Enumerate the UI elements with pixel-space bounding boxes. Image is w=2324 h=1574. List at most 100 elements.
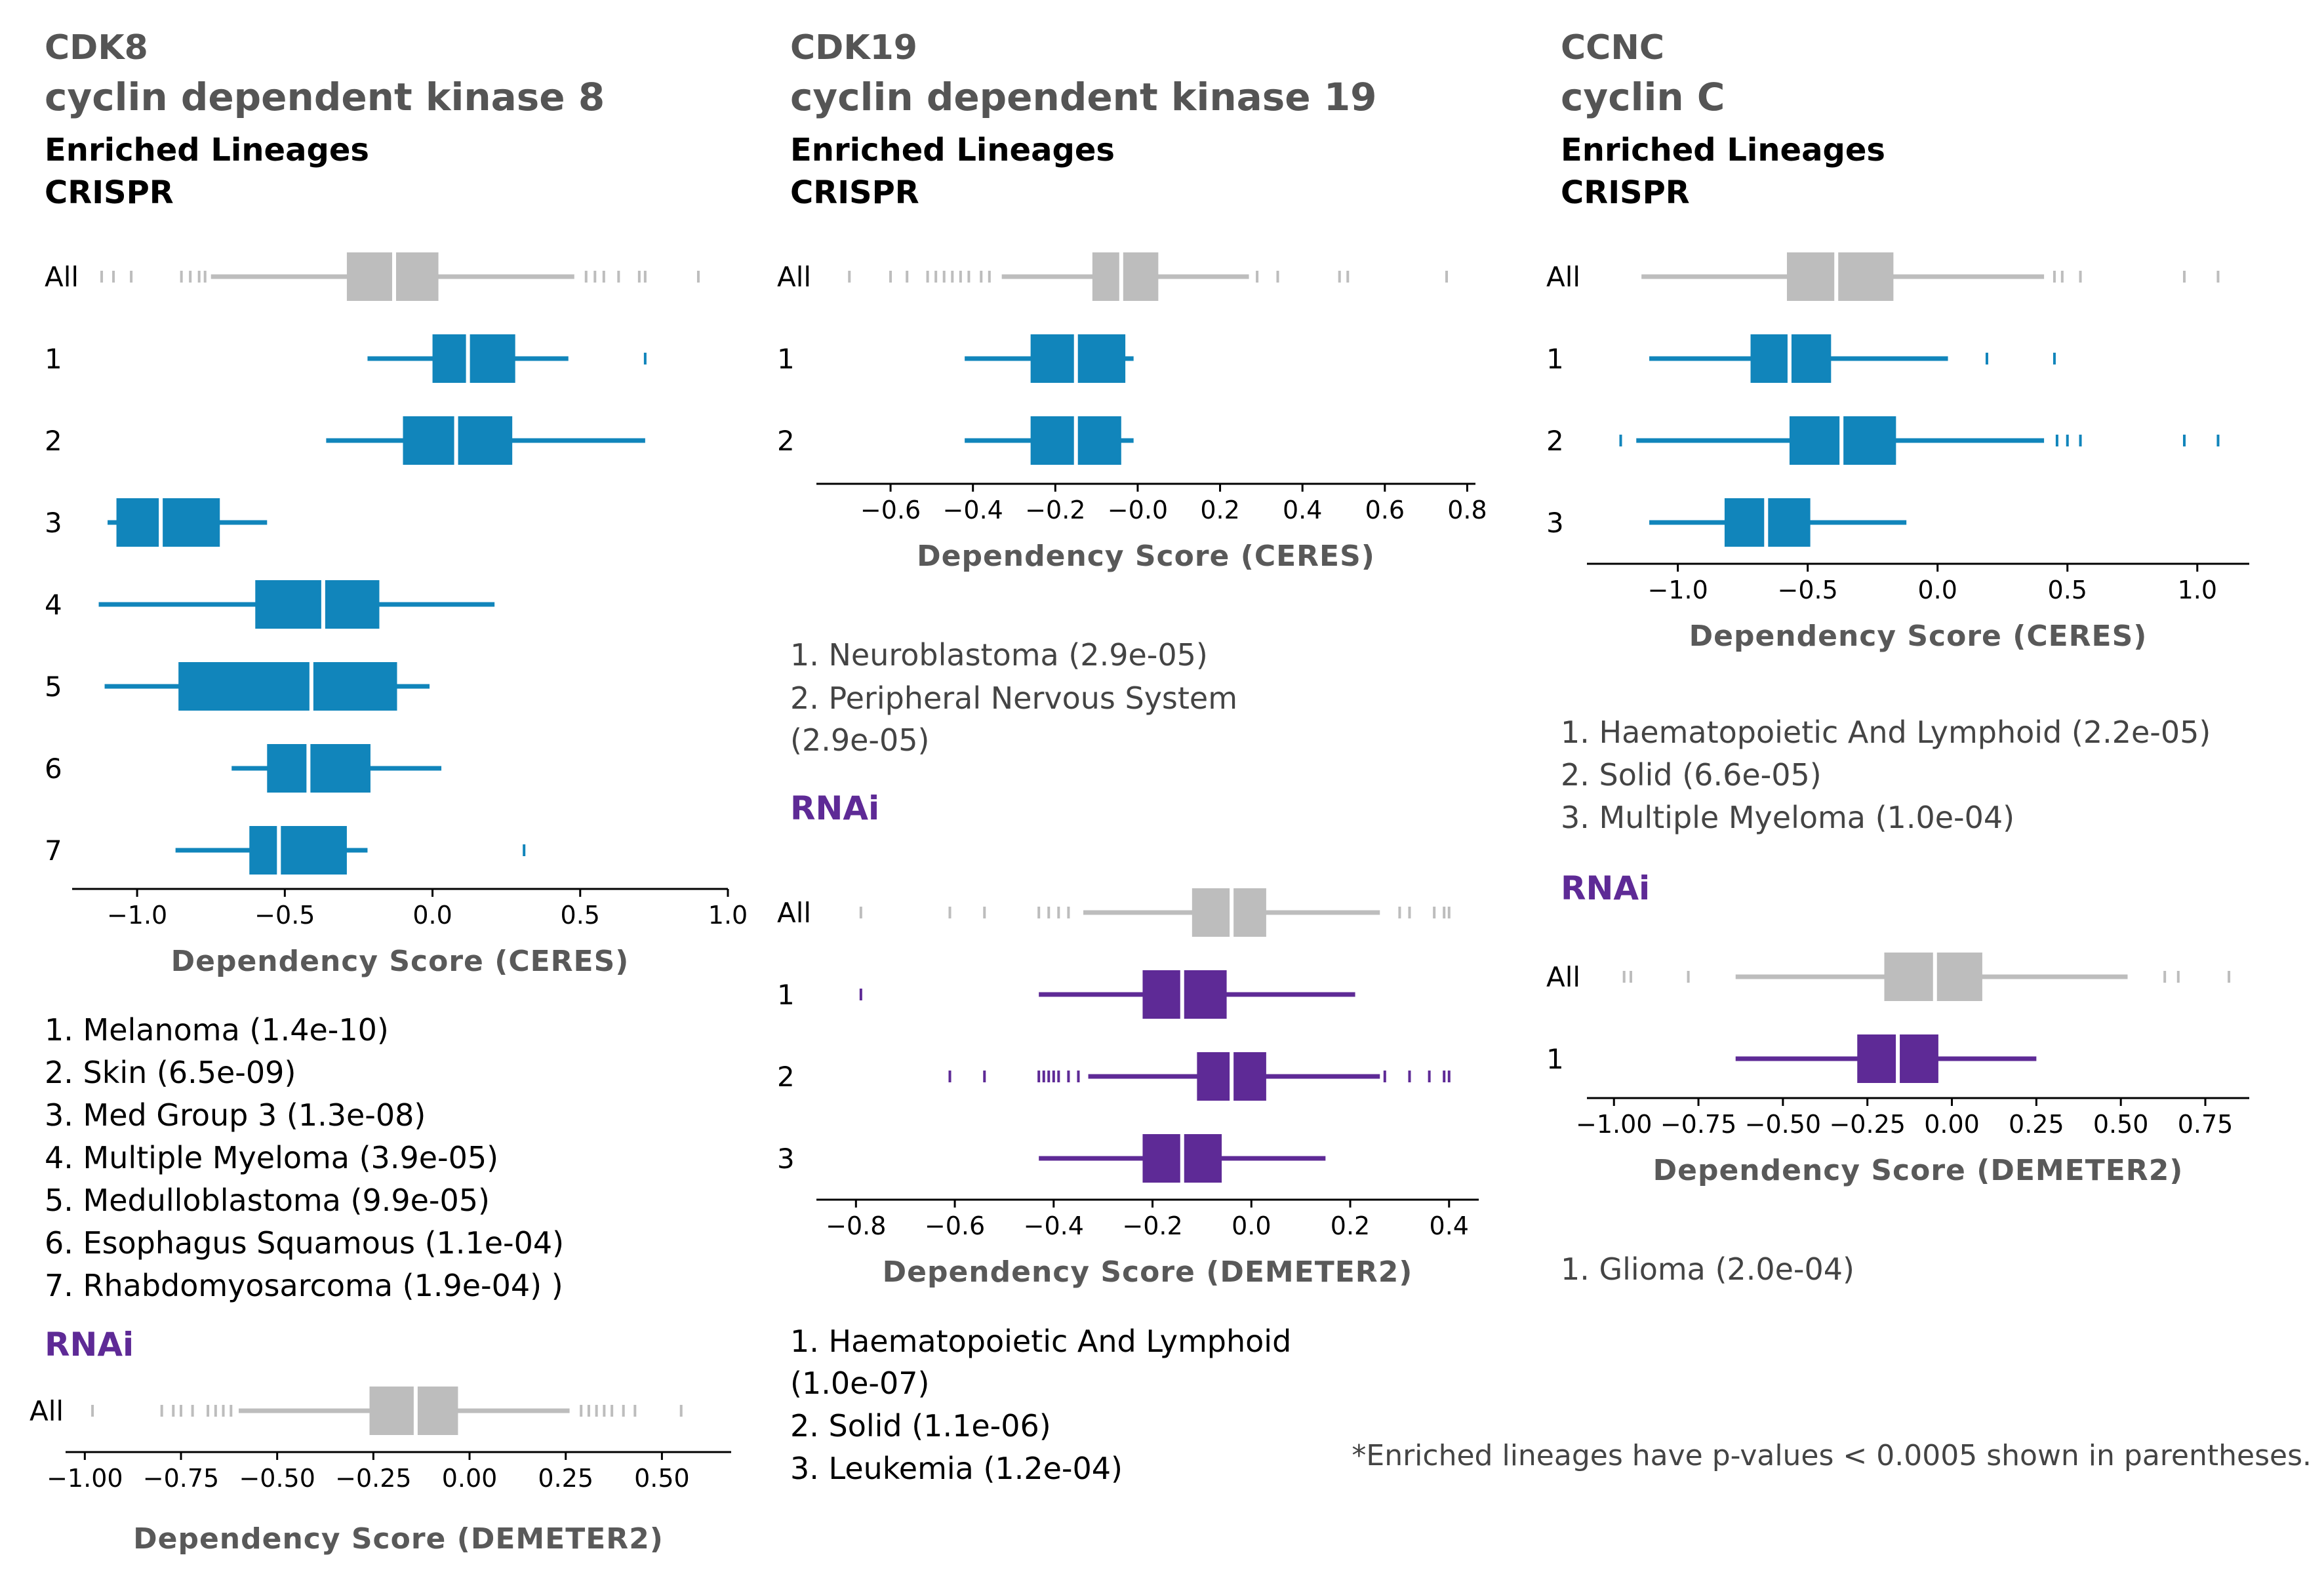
cdk8-column: CDK8 cyclin dependent kinase 8 Enriched …	[30, 28, 748, 1556]
x-tick-label: −0.4	[1024, 1211, 1084, 1240]
cdk19-column: CDK19 cyclin dependent kinase 19 Enriche…	[777, 28, 1487, 1486]
ccnc-rnai-heading: RNAi	[1561, 869, 1650, 907]
x-tick-label: 0.8	[1447, 496, 1487, 524]
ccnc-enriched-heading: Enriched Lineages	[1561, 132, 1885, 168]
x-tick-label: −0.50	[239, 1464, 315, 1493]
row-label: 4	[45, 589, 62, 621]
ccnc-name: cyclin C	[1561, 75, 1725, 119]
row-label: 1	[45, 343, 62, 375]
cdk19-enriched-heading: Enriched Lineages	[790, 132, 1115, 168]
lineage-item: 1. Haematopoietic And Lymphoid	[790, 1324, 1291, 1359]
box-row: 3	[45, 498, 268, 547]
x-tick-label: −0.2	[1122, 1211, 1182, 1240]
lineage-item: 1. Neuroblastoma (2.9e-05)	[790, 637, 1208, 673]
cdk19-rnai-heading: RNAi	[790, 789, 879, 827]
cdk19-rnai-lineage-list: 1. Haematopoietic And Lymphoid (1.0e-07)…	[790, 1324, 1291, 1486]
box-row: 1	[1546, 1034, 2037, 1083]
cdk8-crispr-lineage-list: 1. Melanoma (1.4e-10) 2. Skin (6.5e-09) …	[45, 1012, 564, 1303]
lineage-item: (2.9e-05)	[790, 722, 929, 758]
box-iqr	[249, 826, 347, 875]
box-row: 1	[777, 970, 1355, 1019]
box-row: 6	[45, 744, 442, 793]
x-tick-label: −0.5	[254, 901, 315, 930]
cdk8-rnai-boxplot: All −1.00 −0.75 −0.50 −0.25 0.00 0.25 0.50 Depen…	[30, 1387, 731, 1556]
x-tick-label: 0.5	[561, 901, 600, 930]
x-tick-label: 0.5	[2048, 576, 2087, 604]
x-tick-label: 1.0	[2178, 576, 2217, 604]
x-tick-label: −0.4	[943, 496, 1003, 524]
row-label: 1	[1546, 1043, 1564, 1075]
box-row: 7	[45, 826, 526, 875]
x-tick-label: 0.6	[1365, 496, 1405, 524]
lineage-item: 2. Solid (6.6e-05)	[1561, 757, 1822, 793]
lineage-item: 2. Skin (6.5e-09)	[45, 1055, 296, 1090]
x-tick-label: −0.2	[1025, 496, 1085, 524]
x-tick-label: 1.0	[708, 901, 748, 930]
row-label: 2	[777, 425, 795, 457]
row-label: 3	[1546, 507, 1564, 539]
cdk8-crispr-heading: CRISPR	[45, 174, 174, 211]
box-iqr	[116, 498, 220, 547]
row-label: 2	[777, 1061, 795, 1093]
row-label: All	[45, 261, 79, 293]
lineage-item: 3. Med Group 3 (1.3e-08)	[45, 1097, 426, 1133]
x-tick-label: −0.6	[925, 1211, 985, 1240]
box-row: All	[777, 252, 1449, 301]
box-row: 4	[45, 580, 495, 629]
x-tick-label: 0.0	[1232, 1211, 1271, 1240]
x-tick-label: 0.25	[2009, 1110, 2064, 1139]
x-tick-label: 0.0	[1917, 576, 1957, 604]
x-tick-label: −1.0	[107, 901, 167, 930]
cdk8-enriched-heading: Enriched Lineages	[45, 132, 369, 168]
x-axis-label: Dependency Score (DEMETER2)	[1653, 1154, 2184, 1187]
box-row: 2	[777, 416, 1134, 465]
lineage-item: 3. Multiple Myeloma (1.0e-04)	[1561, 800, 2014, 835]
cdk19-rnai-boxplot: All 1 2 3 −0.8 −0.6 −0.4 −0.2 0.0 0.2 0.4 Dependenc…	[777, 888, 1479, 1289]
box-row: 2	[45, 416, 645, 465]
x-tick-label: 0.4	[1283, 496, 1322, 524]
x-tick-label: −0.0	[1108, 496, 1168, 524]
lineage-item: 7. Rhabdomyosarcoma (1.9e-04) )	[45, 1268, 563, 1303]
x-tick-label: 0.50	[2093, 1110, 2149, 1139]
lineage-item: 4. Multiple Myeloma (3.9e-05)	[45, 1140, 498, 1175]
box-iqr	[267, 744, 371, 793]
box-row: 3	[777, 1134, 1326, 1183]
box-iqr	[1092, 252, 1159, 301]
x-axis-label: Dependency Score (CERES)	[1689, 620, 2148, 653]
box-row: 1	[1546, 334, 2056, 383]
x-axis-label: Dependency Score (DEMETER2)	[883, 1255, 1413, 1289]
box-row: 1	[777, 334, 1134, 383]
box-iqr	[1142, 970, 1227, 1019]
cdk8-crispr-boxplot: All 1 2 3 4 5 6 7 −1.0 −0.5 0.0 0.5 1.0 Dependency Sc…	[45, 252, 748, 978]
box-row: All	[1546, 252, 2220, 301]
box-row: 1	[45, 334, 647, 383]
x-axis-label: Dependency Score (CERES)	[171, 945, 630, 978]
box-row: 2	[777, 1052, 1451, 1101]
row-label: 3	[777, 1143, 795, 1175]
ccnc-column: CCNC cyclin C Enriched Lineages CRISPR A…	[1352, 28, 2312, 1472]
box-row: 3	[1546, 498, 1907, 547]
cdk19-name: cyclin dependent kinase 19	[790, 75, 1377, 119]
row-label: All	[1546, 961, 1580, 993]
box-iqr	[1192, 888, 1266, 937]
box-row: All	[1546, 953, 2231, 1001]
x-tick-label: 0.0	[412, 901, 452, 930]
box-iqr	[178, 662, 397, 711]
lineage-item: 1. Melanoma (1.4e-10)	[45, 1012, 389, 1048]
x-tick-label: 0.50	[634, 1464, 690, 1493]
box-row: All	[30, 1387, 683, 1435]
cdk8-symbol: CDK8	[45, 28, 148, 68]
box-row: 2	[1546, 416, 2220, 465]
cdk19-crispr-lineage-list: 1. Neuroblastoma (2.9e-05) 2. Peripheral…	[790, 637, 1237, 758]
row-label: All	[1546, 261, 1580, 293]
x-tick-label: −0.50	[1745, 1110, 1821, 1139]
lineage-item: 2. Peripheral Nervous System	[790, 680, 1237, 716]
x-tick-label: 0.00	[1924, 1110, 1980, 1139]
box-iqr	[432, 334, 515, 383]
cdk8-rnai-heading: RNAi	[45, 1326, 134, 1364]
x-tick-label: −1.00	[1576, 1110, 1652, 1139]
lineage-item: 1. Glioma (2.0e-04)	[1561, 1251, 1854, 1287]
ccnc-crispr-lineage-list: 1. Haematopoietic And Lymphoid (2.2e-05)…	[1561, 715, 2211, 835]
row-label: 7	[45, 835, 62, 867]
box-iqr	[255, 580, 380, 629]
